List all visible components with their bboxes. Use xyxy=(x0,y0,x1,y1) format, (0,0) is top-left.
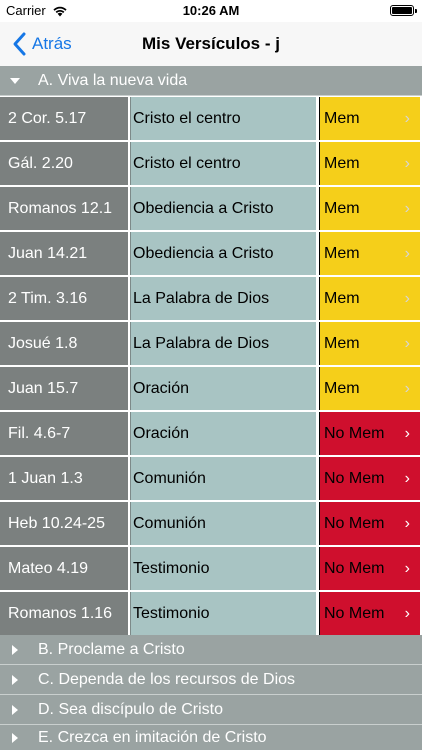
section-header-b[interactable]: B. Proclame a Cristo xyxy=(0,635,422,665)
table-row: Gál. 2.20 Cristo el centro Mem › xyxy=(0,141,422,186)
verse-reference: Gál. 2.20 xyxy=(0,142,130,185)
status-label: Mem xyxy=(324,109,360,127)
verse-reference: 2 Cor. 5.17 xyxy=(0,97,130,140)
chevron-right-icon: › xyxy=(404,244,410,262)
verse-topic: Oración xyxy=(130,412,318,455)
status-bar: Carrier 10:26 AM xyxy=(0,0,422,22)
memorization-status-button[interactable]: No Mem › xyxy=(319,592,420,635)
section-header-c[interactable]: C. Dependa de los recursos de Dios xyxy=(0,665,422,695)
memorization-status-button[interactable]: No Mem › xyxy=(319,457,420,500)
chevron-right-icon: › xyxy=(404,289,410,307)
memorization-status-button[interactable]: Mem › xyxy=(319,232,420,275)
status-label: No Mem xyxy=(324,424,385,442)
status-label: No Mem xyxy=(324,559,385,577)
chevron-right-icon: › xyxy=(404,154,410,172)
section-header-d[interactable]: D. Sea discípulo de Cristo xyxy=(0,695,422,725)
verse-topic: Comunión xyxy=(130,502,318,545)
table-row: Fil. 4.6-7 Oración No Mem › xyxy=(0,411,422,456)
table-row: Juan 14.21 Obediencia a Cristo Mem › xyxy=(0,231,422,276)
table-row: Heb 10.24-25 Comunión No Mem › xyxy=(0,501,422,546)
triangle-right-icon xyxy=(0,732,30,744)
status-label: Mem xyxy=(324,379,360,397)
wifi-icon xyxy=(53,6,67,16)
memorization-status-button[interactable]: Mem › xyxy=(319,97,420,140)
triangle-right-icon xyxy=(0,674,30,686)
table-row: 2 Tim. 3.16 La Palabra de Dios Mem › xyxy=(0,276,422,321)
verse-reference: Juan 15.7 xyxy=(0,367,130,410)
table-row: Romanos 1.16 Testimonio No Mem › xyxy=(0,591,422,636)
status-label: No Mem xyxy=(324,469,385,487)
back-label: Atrás xyxy=(32,34,72,53)
chevron-right-icon: › xyxy=(404,604,410,622)
verse-topic: Cristo el centro xyxy=(130,142,318,185)
table-row: Josué 1.8 La Palabra de Dios Mem › xyxy=(0,321,422,366)
verse-reference: Romanos 1.16 xyxy=(0,592,130,635)
table-row: Juan 15.7 Oración Mem › xyxy=(0,366,422,411)
chevron-right-icon: › xyxy=(404,514,410,532)
section-label: E. Crezca en imitación de Cristo xyxy=(38,728,267,746)
memorization-status-button[interactable]: No Mem › xyxy=(319,547,420,590)
memorization-status-button[interactable]: No Mem › xyxy=(319,412,420,455)
verse-reference: Romanos 12.1 xyxy=(0,187,130,230)
verse-reference: Josué 1.8 xyxy=(0,322,130,365)
status-label: No Mem xyxy=(324,514,385,532)
chevron-right-icon: › xyxy=(404,469,410,487)
verse-topic: Oración xyxy=(130,367,318,410)
chevron-right-icon: › xyxy=(404,199,410,217)
verse-reference: Heb 10.24-25 xyxy=(0,502,130,545)
status-label: Mem xyxy=(324,289,360,307)
verse-reference: 1 Juan 1.3 xyxy=(0,457,130,500)
status-time: 10:26 AM xyxy=(182,3,240,18)
status-label: Mem xyxy=(324,154,360,172)
navigation-bar: Atrás Mis Versículos - j xyxy=(0,22,422,66)
battery-icon xyxy=(390,5,417,16)
triangle-right-icon xyxy=(0,704,30,716)
chevron-left-icon xyxy=(13,32,26,56)
section-label: C. Dependa de los recursos de Dios xyxy=(38,670,296,688)
section-label: D. Sea discípulo de Cristo xyxy=(38,700,223,718)
memorization-status-button[interactable]: Mem › xyxy=(319,277,420,320)
table-row: 1 Juan 1.3 Comunión No Mem › xyxy=(0,456,422,501)
verse-reference: Juan 14.21 xyxy=(0,232,130,275)
chevron-right-icon: › xyxy=(404,334,410,352)
section-header-e[interactable]: E. Crezca en imitación de Cristo xyxy=(0,725,422,750)
status-label: Mem xyxy=(324,244,360,262)
verse-topic: Cristo el centro xyxy=(130,97,318,140)
verse-topic: Obediencia a Cristo xyxy=(130,187,318,230)
verse-topic: La Palabra de Dios xyxy=(130,322,318,365)
status-label: Mem xyxy=(324,199,360,217)
triangle-right-icon xyxy=(0,644,30,656)
chevron-right-icon: › xyxy=(404,559,410,577)
verse-topic: Comunión xyxy=(130,457,318,500)
section-label: A. Viva la nueva vida xyxy=(38,71,188,89)
verse-reference: Mateo 4.19 xyxy=(0,547,130,590)
memorization-status-button[interactable]: Mem › xyxy=(319,367,420,410)
verse-topic: La Palabra de Dios xyxy=(130,277,318,320)
verse-topic: Testimonio xyxy=(130,592,318,635)
memorization-status-button[interactable]: Mem › xyxy=(319,187,420,230)
table-row: Mateo 4.19 Testimonio No Mem › xyxy=(0,546,422,591)
memorization-status-button[interactable]: Mem › xyxy=(319,322,420,365)
verse-reference: 2 Tim. 3.16 xyxy=(0,277,130,320)
chevron-right-icon: › xyxy=(404,109,410,127)
page-title: Mis Versículos - j xyxy=(142,34,280,53)
status-left: Carrier xyxy=(6,3,68,18)
table-row: Romanos 12.1 Obediencia a Cristo Mem › xyxy=(0,186,422,231)
status-label: No Mem xyxy=(324,604,385,622)
section-label: B. Proclame a Cristo xyxy=(38,640,185,658)
carrier-label: Carrier xyxy=(6,3,46,18)
chevron-right-icon: › xyxy=(404,379,410,397)
verse-topic: Testimonio xyxy=(130,547,318,590)
memorization-status-button[interactable]: No Mem › xyxy=(319,502,420,545)
status-label: Mem xyxy=(324,334,360,352)
memorization-status-button[interactable]: Mem › xyxy=(319,142,420,185)
verse-reference: Fil. 4.6-7 xyxy=(0,412,130,455)
back-button[interactable]: Atrás xyxy=(10,31,72,57)
section-header-a[interactable]: A. Viva la nueva vida xyxy=(0,66,422,96)
table-row: 2 Cor. 5.17 Cristo el centro Mem › xyxy=(0,96,422,141)
verse-topic: Obediencia a Cristo xyxy=(130,232,318,275)
triangle-down-icon xyxy=(0,77,30,85)
chevron-right-icon: › xyxy=(404,424,410,442)
